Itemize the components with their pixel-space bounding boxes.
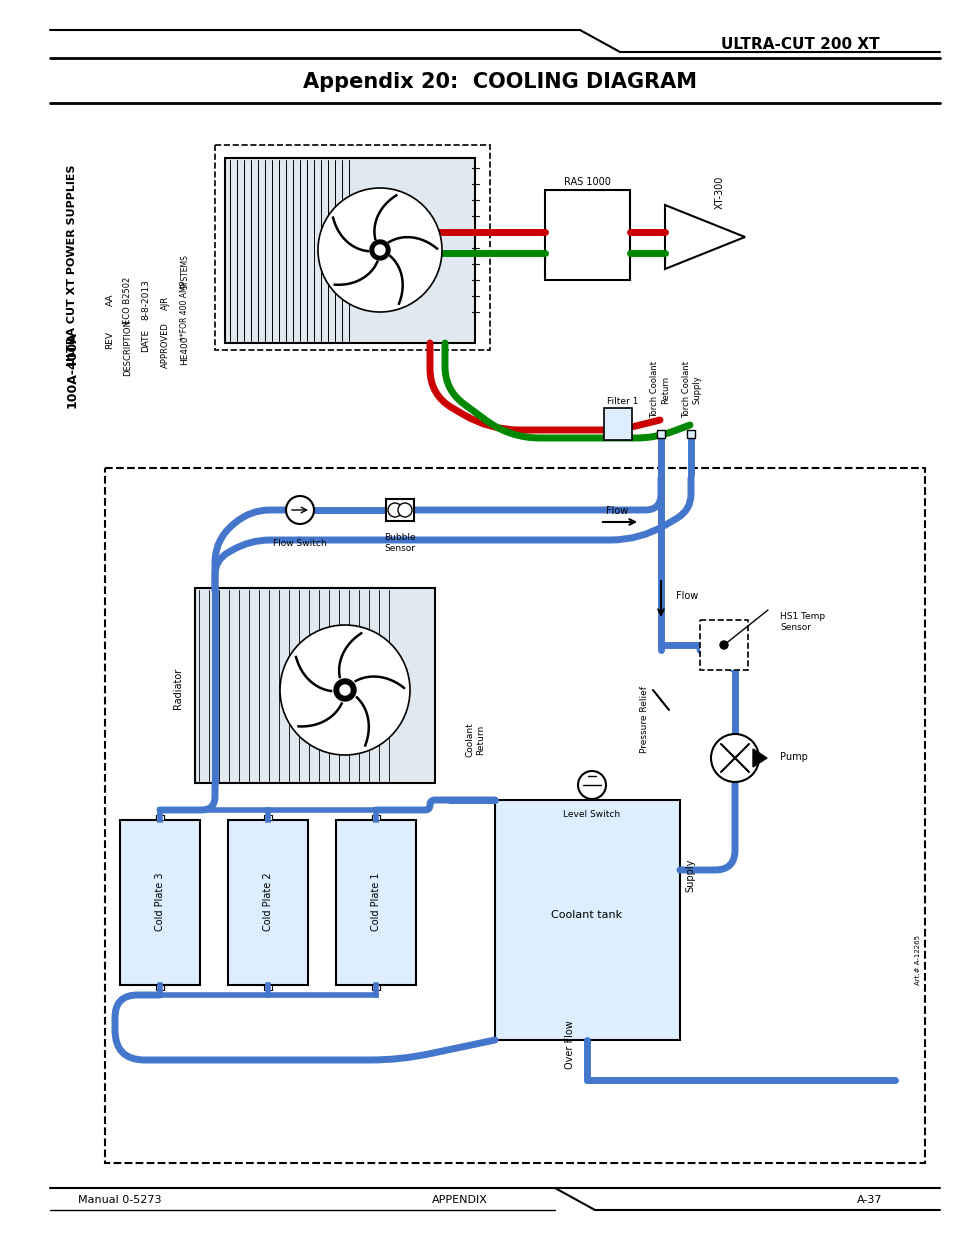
Bar [225,158,475,343]
Text: AJR: AJR [160,296,170,310]
Circle shape [339,685,350,695]
Text: ULTRA-CUT 200 XT: ULTRA-CUT 200 XT [720,37,879,52]
Circle shape [334,679,355,701]
Bar [156,986,164,990]
Circle shape [397,503,412,517]
Text: Flow Switch: Flow Switch [273,538,327,547]
Text: Torch Coolant
Supply: Torch Coolant Supply [681,362,701,419]
Text: Level Switch: Level Switch [563,810,619,820]
Bar [544,190,629,280]
Circle shape [317,188,441,312]
Text: Art.# A-12265: Art.# A-12265 [914,935,920,986]
Polygon shape [752,748,766,767]
Text: Flow: Flow [676,592,698,601]
Bar [228,820,308,986]
Text: XT-300: XT-300 [714,175,724,209]
Text: HS1 Temp
Sensor: HS1 Temp Sensor [780,613,824,631]
Bar [120,820,200,986]
Text: Torch Coolant
Return: Torch Coolant Return [650,362,669,419]
Text: APPENDIX: APPENDIX [432,1195,487,1205]
Text: DESCRIPTION: DESCRIPTION [123,320,132,377]
Text: Supply: Supply [684,858,695,892]
Bar [372,815,379,820]
Text: Cold Plate 2: Cold Plate 2 [263,873,273,931]
Bar [686,430,695,438]
Text: DATE: DATE [141,329,151,352]
Bar [214,144,490,350]
Bar [194,588,435,783]
Text: Coolant
Return: Coolant Return [465,722,484,757]
Circle shape [370,240,390,261]
Text: Pressure Relief: Pressure Relief [639,687,649,753]
Bar [603,408,631,440]
Text: AA: AA [106,294,114,306]
Polygon shape [664,205,744,269]
Bar [700,620,747,671]
Text: A-37: A-37 [857,1195,882,1205]
Text: RAS 1000: RAS 1000 [563,177,610,186]
Text: ULTRA CUT XT POWER SUPPLIES: ULTRA CUT XT POWER SUPPLIES [67,164,77,366]
Bar [156,815,164,820]
Bar [657,430,664,438]
Circle shape [578,771,605,799]
Bar [264,815,272,820]
Bar [386,499,414,521]
Text: Cold Plate 3: Cold Plate 3 [154,873,165,931]
Text: Appendix 20:  COOLING DIAGRAM: Appendix 20: COOLING DIAGRAM [303,72,697,91]
Text: 8-8-2013: 8-8-2013 [141,279,151,320]
Circle shape [710,734,759,782]
Text: Over Flow: Over Flow [564,1020,575,1070]
Text: Manual 0-5273: Manual 0-5273 [78,1195,162,1205]
Circle shape [280,625,410,755]
Text: SYSTEMS: SYSTEMS [180,254,190,289]
Text: ECO B2502: ECO B2502 [123,277,132,324]
Text: Cold Plate 1: Cold Plate 1 [371,873,380,931]
Circle shape [388,503,401,517]
Bar [335,820,416,986]
Bar [372,986,379,990]
Text: Radiator: Radiator [172,667,183,709]
Text: 100A-400A: 100A-400A [66,331,78,409]
Bar [264,986,272,990]
Text: APPROVED: APPROVED [160,322,170,368]
Text: **FOR 400 AMP: **FOR 400 AMP [180,280,190,340]
Text: Flow: Flow [605,506,627,516]
Text: HE400: HE400 [180,335,190,364]
Text: Filter 1: Filter 1 [606,398,638,406]
Text: Coolant tank: Coolant tank [551,910,622,920]
Circle shape [375,245,385,254]
Circle shape [720,641,727,650]
Bar [105,468,924,1163]
Text: REV: REV [106,331,114,350]
Bar [495,800,679,1040]
Text: Bubble
Sensor: Bubble Sensor [384,534,416,553]
Circle shape [286,496,314,524]
Text: Pump: Pump [780,752,807,762]
